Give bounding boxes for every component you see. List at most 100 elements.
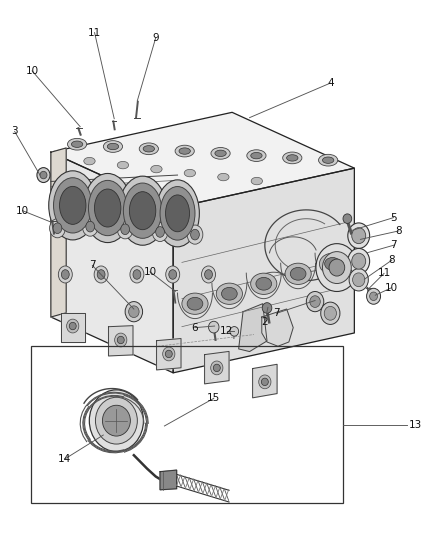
Ellipse shape — [179, 148, 191, 154]
Ellipse shape — [353, 273, 365, 287]
Polygon shape — [253, 365, 277, 398]
Ellipse shape — [286, 155, 298, 161]
Text: 8: 8 — [396, 226, 402, 236]
Ellipse shape — [49, 171, 97, 240]
Ellipse shape — [58, 266, 72, 283]
Ellipse shape — [321, 302, 340, 325]
Text: 3: 3 — [11, 126, 18, 136]
Text: 5: 5 — [390, 213, 397, 223]
Polygon shape — [156, 338, 181, 370]
Ellipse shape — [211, 361, 223, 375]
Ellipse shape — [60, 187, 86, 224]
Ellipse shape — [125, 302, 143, 322]
Polygon shape — [109, 326, 133, 356]
Polygon shape — [51, 112, 354, 208]
Ellipse shape — [166, 195, 190, 232]
Ellipse shape — [49, 219, 65, 238]
Ellipse shape — [259, 375, 271, 389]
Text: 9: 9 — [152, 33, 159, 43]
Text: 7: 7 — [273, 308, 280, 318]
Ellipse shape — [256, 277, 272, 290]
Ellipse shape — [82, 217, 98, 236]
Polygon shape — [51, 148, 66, 317]
Ellipse shape — [121, 224, 130, 235]
Polygon shape — [160, 470, 177, 490]
Polygon shape — [205, 351, 229, 384]
Ellipse shape — [325, 257, 340, 270]
Text: 10: 10 — [16, 206, 29, 216]
Ellipse shape — [222, 287, 237, 300]
Ellipse shape — [370, 292, 378, 301]
Ellipse shape — [155, 180, 199, 247]
Ellipse shape — [187, 225, 203, 244]
Ellipse shape — [166, 266, 180, 283]
Ellipse shape — [84, 173, 132, 243]
Ellipse shape — [89, 390, 144, 451]
Ellipse shape — [182, 293, 208, 314]
Ellipse shape — [130, 266, 144, 283]
Ellipse shape — [251, 152, 262, 159]
Ellipse shape — [262, 303, 272, 313]
Ellipse shape — [53, 177, 92, 233]
Ellipse shape — [348, 248, 370, 274]
Ellipse shape — [169, 270, 177, 279]
Ellipse shape — [162, 347, 175, 361]
Ellipse shape — [124, 183, 162, 238]
Ellipse shape — [247, 150, 266, 161]
Text: 12: 12 — [220, 326, 233, 336]
Text: 11: 11 — [88, 28, 101, 38]
Polygon shape — [239, 304, 267, 352]
Ellipse shape — [67, 319, 79, 333]
Text: 14: 14 — [58, 454, 71, 464]
Ellipse shape — [324, 306, 336, 320]
Ellipse shape — [97, 270, 105, 279]
Ellipse shape — [143, 146, 155, 152]
Ellipse shape — [316, 244, 358, 292]
Ellipse shape — [329, 259, 345, 276]
Ellipse shape — [211, 148, 230, 159]
Text: 4: 4 — [327, 78, 334, 88]
Ellipse shape — [117, 220, 133, 239]
Ellipse shape — [152, 222, 168, 241]
Ellipse shape — [318, 155, 338, 166]
Text: 10: 10 — [144, 267, 156, 277]
Text: 11: 11 — [378, 269, 391, 278]
Ellipse shape — [319, 253, 346, 274]
Ellipse shape — [61, 270, 69, 279]
Polygon shape — [262, 309, 293, 346]
Ellipse shape — [290, 268, 306, 280]
Ellipse shape — [95, 189, 121, 227]
Ellipse shape — [95, 397, 138, 444]
Ellipse shape — [119, 176, 166, 245]
Text: 7: 7 — [89, 261, 95, 270]
Ellipse shape — [40, 171, 47, 179]
Ellipse shape — [151, 165, 162, 173]
Polygon shape — [51, 152, 173, 373]
Ellipse shape — [285, 263, 311, 285]
Text: 2: 2 — [261, 317, 268, 327]
Ellipse shape — [349, 269, 368, 291]
Ellipse shape — [367, 288, 381, 304]
Ellipse shape — [88, 180, 127, 236]
Ellipse shape — [187, 297, 203, 310]
Ellipse shape — [261, 378, 268, 385]
Text: 10: 10 — [385, 283, 398, 293]
Ellipse shape — [139, 143, 159, 155]
Ellipse shape — [306, 292, 324, 312]
Ellipse shape — [348, 223, 370, 248]
Ellipse shape — [208, 321, 219, 333]
Ellipse shape — [53, 223, 62, 233]
Ellipse shape — [102, 405, 131, 436]
Text: 10: 10 — [25, 66, 39, 76]
Ellipse shape — [352, 253, 366, 269]
Ellipse shape — [213, 364, 220, 372]
Ellipse shape — [322, 252, 351, 284]
Text: 13: 13 — [409, 419, 422, 430]
Ellipse shape — [352, 228, 366, 244]
Ellipse shape — [343, 214, 352, 223]
Ellipse shape — [155, 227, 164, 237]
Polygon shape — [173, 168, 354, 373]
Ellipse shape — [129, 306, 139, 318]
Ellipse shape — [165, 350, 172, 358]
Ellipse shape — [86, 221, 95, 232]
